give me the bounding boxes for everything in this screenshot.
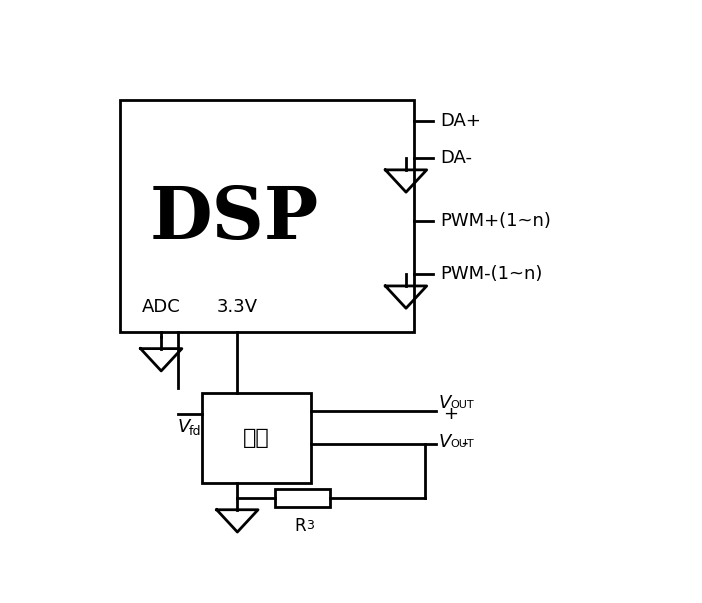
Text: 差分: 差分 xyxy=(243,428,270,448)
Text: V: V xyxy=(178,418,190,436)
Text: V: V xyxy=(439,434,451,452)
Text: DA-: DA- xyxy=(440,150,472,167)
Bar xyxy=(275,489,330,507)
Text: -: - xyxy=(461,434,468,452)
Text: ADC: ADC xyxy=(142,298,180,316)
Text: OUT: OUT xyxy=(450,400,474,410)
Text: PWM-(1~n): PWM-(1~n) xyxy=(440,265,543,283)
Text: DSP: DSP xyxy=(150,183,319,254)
Bar xyxy=(121,100,414,332)
Text: PWM+(1~n): PWM+(1~n) xyxy=(440,212,551,230)
Text: R: R xyxy=(295,517,306,535)
Text: +: + xyxy=(443,405,458,423)
Bar xyxy=(202,393,311,483)
Text: 3.3V: 3.3V xyxy=(217,298,258,316)
Text: 3: 3 xyxy=(306,519,314,532)
Text: fd: fd xyxy=(188,425,201,438)
Text: OUT: OUT xyxy=(450,439,474,449)
Text: DA+: DA+ xyxy=(440,112,481,130)
Text: V: V xyxy=(439,394,451,412)
